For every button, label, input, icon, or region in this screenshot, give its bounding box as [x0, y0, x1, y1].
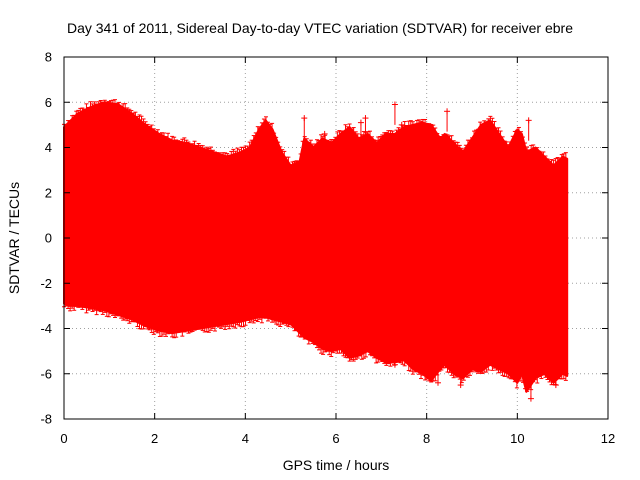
outlier-point [357, 119, 364, 143]
outlier-point [527, 378, 534, 402]
x-tick-label: 4 [242, 431, 249, 446]
outlier-point [301, 115, 308, 139]
error-band-series [62, 99, 569, 393]
y-tick-label: -4 [40, 321, 52, 336]
y-tick-label: -8 [40, 412, 52, 427]
outlier-point [444, 108, 451, 132]
x-tick-label: 6 [332, 431, 339, 446]
outlier-point [552, 364, 559, 389]
outlier-point [362, 115, 369, 139]
y-tick-label: 2 [45, 185, 52, 200]
x-tick-label: 10 [510, 431, 524, 446]
error-band-area [63, 101, 569, 393]
x-axis-label: GPS time / hours [283, 457, 390, 473]
y-tick-label: -2 [40, 276, 52, 291]
outlier-points [301, 101, 559, 402]
y-tick-label: 8 [45, 50, 52, 65]
y-tick-label: 0 [45, 231, 52, 246]
outlier-point [435, 362, 441, 386]
y-tick-label: 6 [45, 95, 52, 110]
x-axis-ticks: 0 2 4 6 8 10 12 [60, 57, 615, 446]
chart-title: Day 341 of 2011, Sidereal Day-to-day VTE… [67, 20, 573, 36]
outlier-point [525, 117, 532, 141]
y-axis-ticks: -8 -6 -4 -2 0 2 4 6 8 [40, 50, 608, 427]
y-axis-label: SDTVAR / TECUs [6, 182, 22, 294]
x-tick-label: 12 [601, 431, 615, 446]
outlier-point [457, 364, 464, 389]
x-tick-label: 2 [151, 431, 158, 446]
outlier-point [321, 130, 328, 155]
x-tick-label: 0 [60, 431, 67, 446]
y-tick-label: 4 [45, 140, 52, 155]
outlier-point [391, 344, 398, 368]
outlier-point [398, 121, 405, 146]
y-tick-label: -6 [40, 366, 52, 381]
outlier-point [391, 101, 398, 125]
x-tick-label: 8 [423, 431, 430, 446]
